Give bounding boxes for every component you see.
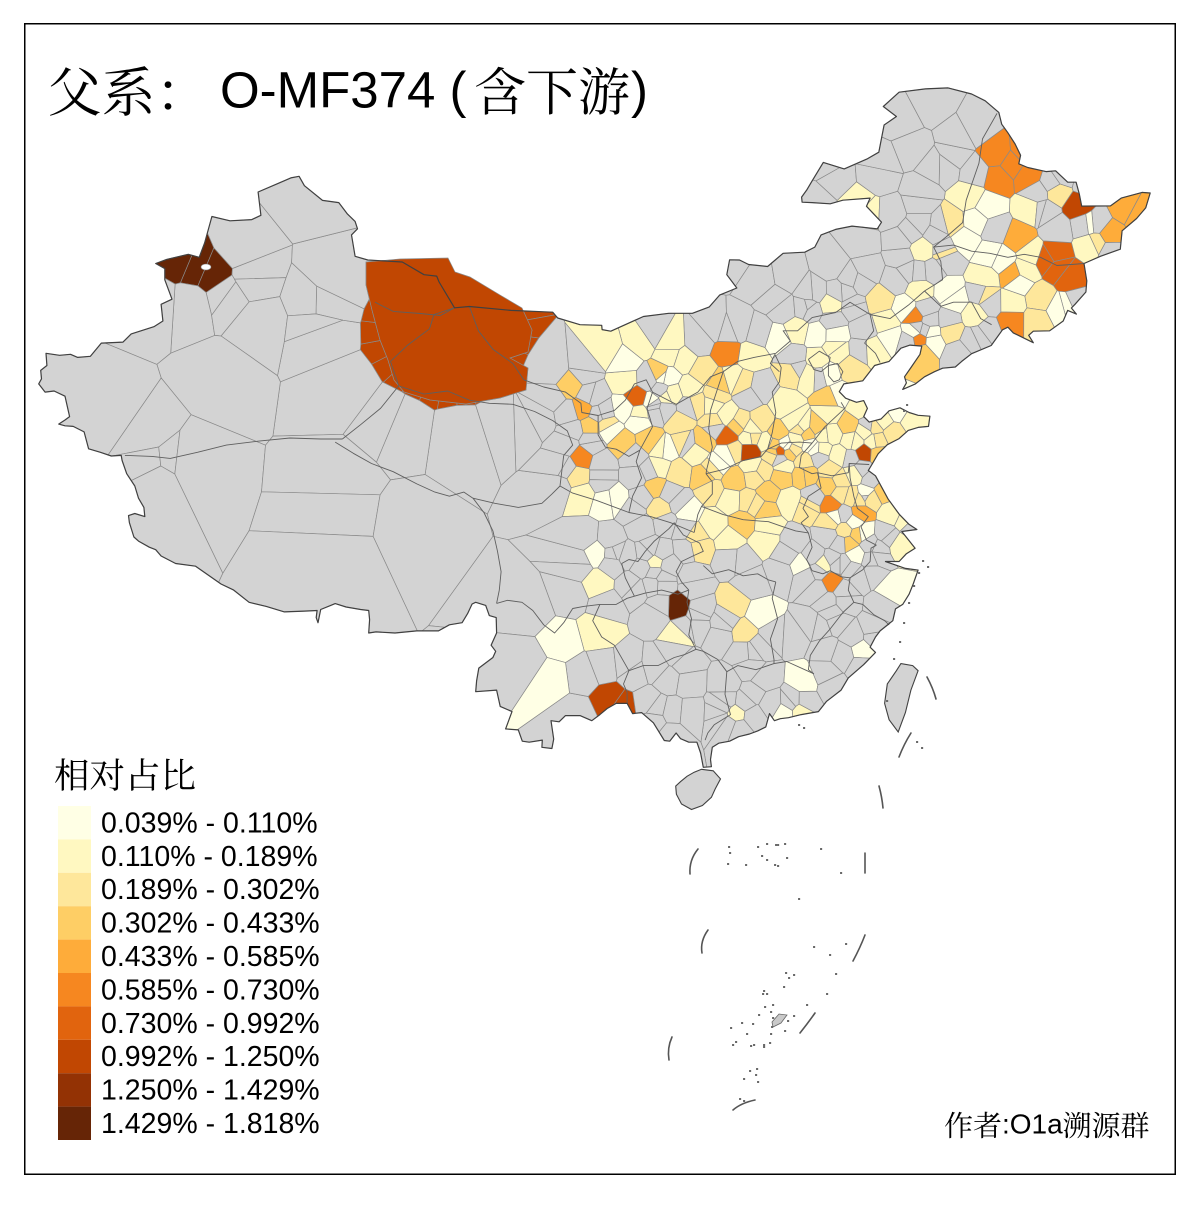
svg-text:0.039% - 0.110%: 0.039% - 0.110% [101, 807, 318, 839]
svg-text:O-MF374 (: O-MF374 ( [220, 62, 467, 119]
svg-text:0.110% - 0.189%: 0.110% - 0.189% [101, 841, 318, 873]
svg-text:0.730% - 0.992%: 0.730% - 0.992% [101, 1008, 320, 1040]
svg-text::O1a: :O1a [1002, 1109, 1063, 1140]
svg-text:1.250% - 1.429%: 1.250% - 1.429% [101, 1075, 320, 1107]
svg-text:0.992% - 1.250%: 0.992% - 1.250% [101, 1041, 320, 1073]
svg-text:0.433% - 0.585%: 0.433% - 0.585% [101, 941, 320, 973]
svg-text:0.189% - 0.302%: 0.189% - 0.302% [101, 874, 320, 906]
svg-text:1.429% - 1.818%: 1.429% - 1.818% [101, 1108, 320, 1140]
svg-text:0.585% - 0.730%: 0.585% - 0.730% [101, 974, 320, 1006]
svg-text:): ) [631, 62, 648, 119]
svg-text:0.302% - 0.433%: 0.302% - 0.433% [101, 908, 320, 940]
